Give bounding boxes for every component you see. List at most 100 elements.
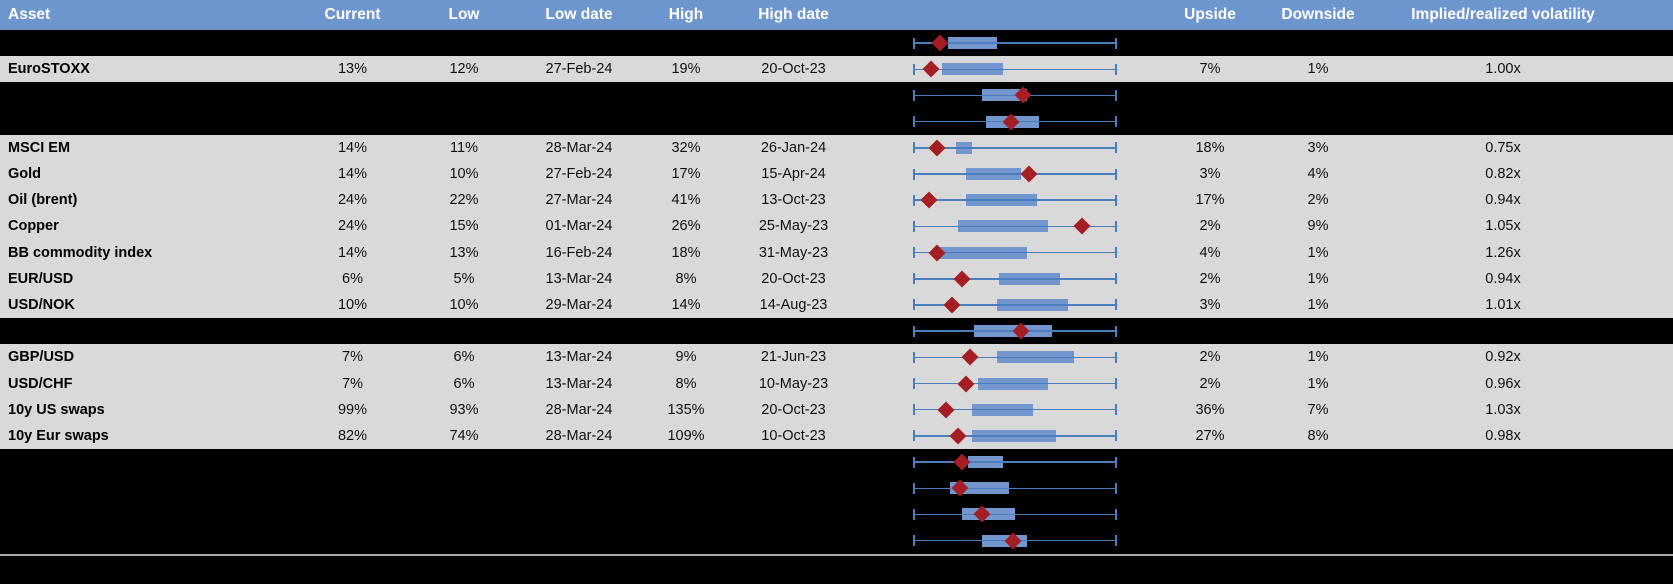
low-value: 10% [449,166,479,183]
boxplot-track [913,475,1117,501]
high-date: 21-Jun-23 [760,349,827,366]
whisker-cap-right-icon [1115,404,1117,416]
upside-value: 2% [1199,349,1221,366]
whisker-cap-right-icon [1115,430,1117,442]
volatility-boxplot [860,318,1170,344]
current-level-marker-icon [949,427,967,445]
table-row: EuroSTOXX 13% 12% 27-Feb-24 19% 20-Oct-2… [0,56,1673,83]
low-date: 29-Mar-24 [545,296,613,313]
high-date: 20-Oct-23 [761,401,826,418]
asset-name: MSCI EM [8,139,71,156]
vol-ratio-value: 0.96x [1485,375,1521,392]
whisker-cap-right-icon [1115,168,1117,180]
whisker-cap-right-icon [1115,89,1117,101]
whisker-line [913,513,1117,516]
high-value: 14% [671,296,701,313]
volatility-boxplot [860,161,1170,187]
vol-ratio-value: 1.26x [1485,244,1521,261]
volatility-boxplot [860,213,1170,239]
asset-name: BB commodity index [8,244,153,261]
table-row [0,475,1673,502]
low-value: 15% [449,218,479,235]
vol-ratio-value: 1.05x [1485,218,1521,235]
column-header-low: Low [448,6,480,23]
whisker-line [913,487,1117,490]
whisker-cap-left-icon [913,168,915,180]
whisker-cap-left-icon [913,535,915,547]
column-header-current: Current [324,6,381,23]
asset-name: USD/NOK [8,296,75,313]
asset-name: EUR/USD [8,270,74,287]
whisker-cap-right-icon [1115,351,1117,363]
footer-band [0,554,1673,584]
low-value: 11% [450,139,478,156]
volatility-boxplot [860,82,1170,108]
whisker-cap-left-icon [913,220,915,232]
asset-name: Copper [8,218,59,235]
high-date: 10-May-23 [758,375,829,392]
whisker-line [913,251,1117,254]
whisker-cap-left-icon [913,404,915,416]
boxplot-track [913,344,1117,370]
boxplot-track [913,213,1117,239]
low-date: 13-Mar-24 [545,349,613,366]
downside-value: 7% [1307,401,1329,418]
low-date: 27-Feb-24 [545,166,613,183]
downside-value: 1% [1307,61,1329,78]
table-row: BB commodity index 14% 13% 16-Feb-24 18%… [0,239,1673,266]
low-value: 12% [449,61,479,78]
column-header-high: High [668,6,704,23]
boxplot-track [913,187,1117,213]
whisker-cap-right-icon [1115,116,1117,128]
vol-ratio-value: 0.75x [1485,139,1521,156]
whisker-cap-right-icon [1115,508,1117,520]
whisker-line [913,435,1117,437]
upside-value: 27% [1195,427,1225,444]
volatility-boxplot [860,292,1170,318]
current-value: 24% [337,218,368,235]
low-date: 01-Mar-24 [545,218,613,235]
low-value: 22% [449,192,479,209]
current-level-marker-icon [931,34,949,52]
column-header-upside: Upside [1184,6,1236,23]
whisker-cap-left-icon [913,194,915,206]
low-value: 6% [453,349,475,366]
boxplot-track [913,397,1117,423]
whisker-cap-left-icon [913,142,915,154]
current-level-marker-icon [943,296,961,314]
whisker-line [913,304,1117,306]
high-date: 25-May-23 [758,218,829,235]
table-row: USD/CHF 7% 6% 13-Mar-24 8% 10-May-23 2% … [0,370,1673,397]
high-date: 20-Oct-23 [761,270,826,287]
downside-value: 1% [1307,296,1329,313]
low-date: 28-Mar-24 [545,139,613,156]
whisker-line [913,199,1117,201]
whisker-cap-left-icon [913,430,915,442]
high-date: 26-Jan-24 [760,139,827,156]
downside-value: 8% [1307,427,1329,444]
high-date: 14-Aug-23 [759,296,828,313]
table-row: EUR/USD 6% 5% 13-Mar-24 8% 20-Oct-23 2% … [0,265,1673,292]
whisker-cap-right-icon [1115,325,1117,337]
boxplot-track [913,161,1117,187]
vol-ratio-value: 0.92x [1485,349,1521,366]
upside-value: 17% [1195,192,1225,209]
boxplot-track [913,135,1117,161]
boxplot-track [913,292,1117,318]
whisker-cap-right-icon [1115,378,1117,390]
low-date: 13-Mar-24 [545,375,613,392]
whisker-line [913,42,1117,44]
volatility-boxplot [860,135,1170,161]
high-value: 41% [671,192,701,209]
volatility-boxplot [860,423,1170,449]
low-date: 16-Feb-24 [545,244,613,261]
whisker-cap-left-icon [913,63,915,75]
current-value: 82% [337,427,368,444]
downside-value: 1% [1307,270,1329,287]
table-row [0,501,1673,528]
volatility-boxplot [860,370,1170,396]
high-date: 20-Oct-23 [761,61,826,78]
high-value: 26% [671,218,701,235]
volatility-boxplot [860,109,1170,135]
